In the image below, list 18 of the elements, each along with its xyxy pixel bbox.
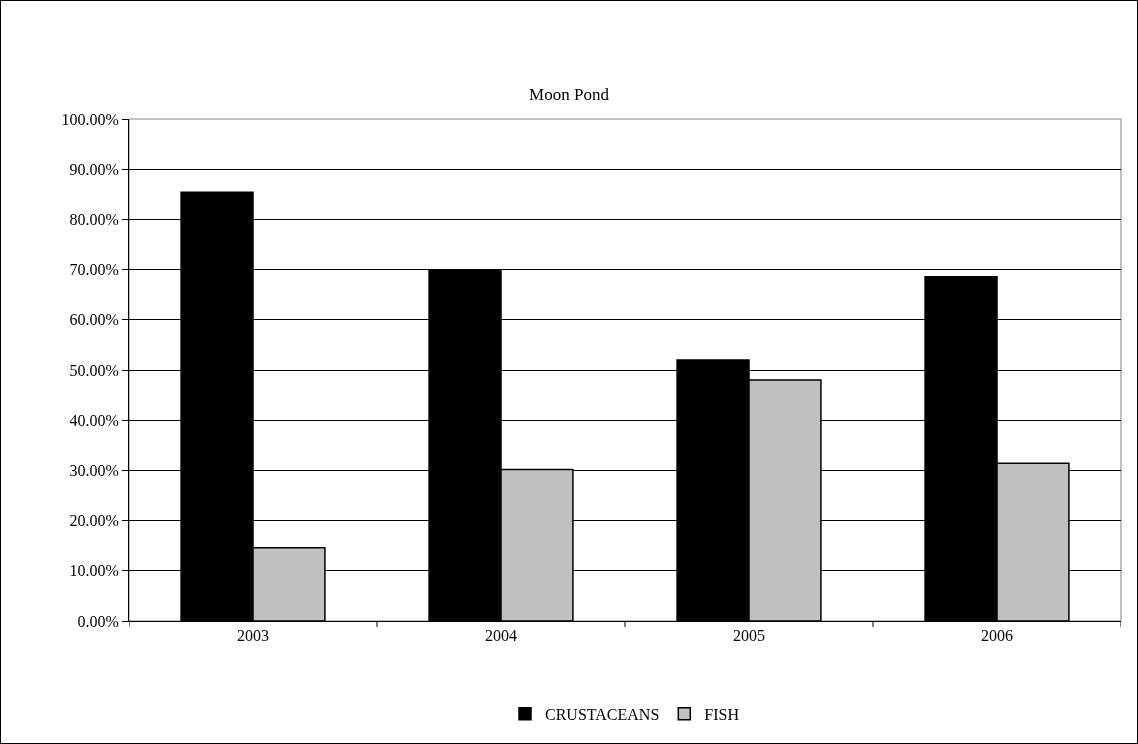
chart-title: Moon Pond	[529, 84, 610, 104]
y-tick-label: 70.00%	[69, 261, 119, 279]
legend-label: FISH	[704, 706, 740, 724]
y-tick-label: 90.00%	[69, 160, 119, 178]
y-tick-label: 30.00%	[69, 462, 119, 479]
x-tick-label: 2004	[485, 627, 517, 645]
y-tick-label: 50.00%	[69, 361, 119, 379]
x-tick-label: 2006	[981, 627, 1013, 645]
legend-label: CRUSTACEANS	[545, 706, 660, 724]
y-tick-label: 20.00%	[69, 512, 119, 530]
y-tick-label: 100.00%	[61, 110, 119, 128]
y-tick-label: 40.00%	[69, 411, 119, 429]
x-tick-label: 2003	[237, 627, 269, 645]
y-tick-label: 10.00%	[69, 562, 119, 580]
y-tick-label: 0.00%	[77, 612, 119, 630]
y-tick-label: 60.00%	[69, 311, 119, 329]
x-tick-label: 2005	[733, 627, 765, 645]
y-tick-label: 80.00%	[69, 211, 119, 228]
